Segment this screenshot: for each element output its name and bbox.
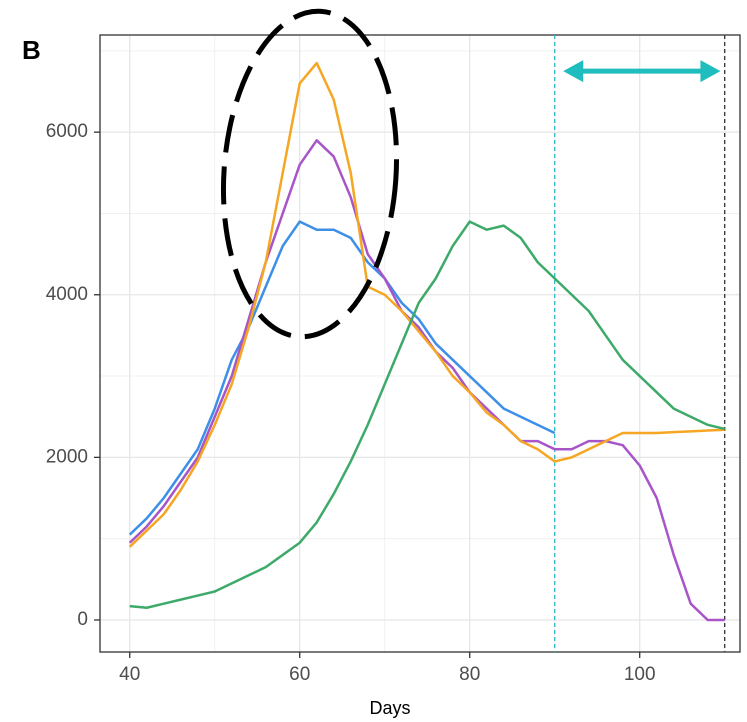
line-series (128, 220, 556, 536)
arrow-head (700, 60, 721, 83)
x-tick-label: 80 (459, 664, 480, 685)
x-tick-label: 40 (119, 664, 140, 685)
line-series (129, 220, 725, 610)
y-tick-label: 6000 (46, 121, 88, 142)
y-tick-label: 2000 (46, 446, 88, 467)
line-series (128, 139, 725, 622)
y-tick-label: 0 (77, 609, 88, 630)
highlight-ellipse (220, 8, 400, 340)
x-axis-label: Days (369, 698, 410, 718)
x-tick-label: 60 (289, 664, 310, 685)
x-tick-label: 100 (624, 664, 656, 685)
plot-border (99, 34, 741, 653)
y-tick-label: 4000 (46, 284, 88, 305)
line-series (128, 61, 725, 548)
panel-label: B (22, 35, 41, 65)
arrow-head (563, 60, 584, 83)
